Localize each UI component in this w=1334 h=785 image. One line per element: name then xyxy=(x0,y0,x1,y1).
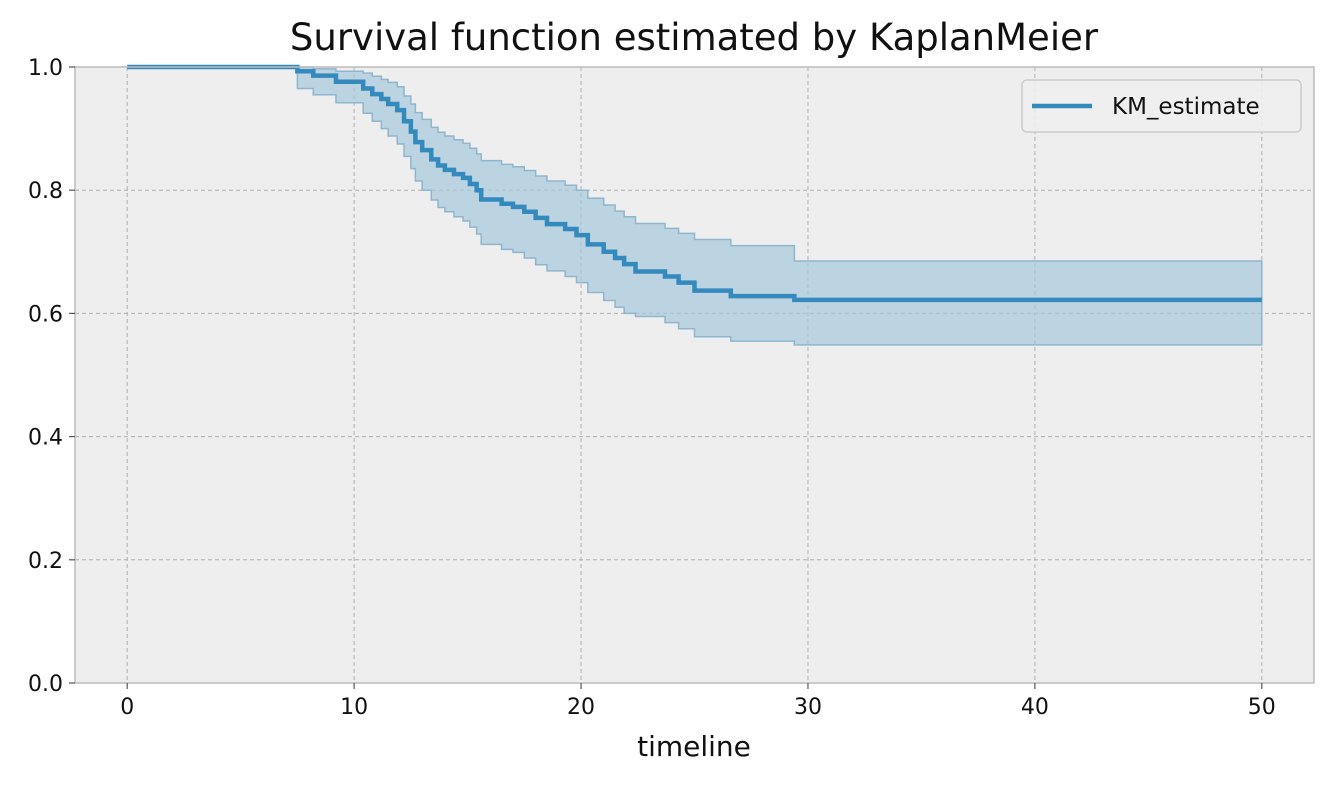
plot-area xyxy=(75,67,1314,683)
y-tick-label: 1.0 xyxy=(28,56,63,81)
y-tick-label: 0.4 xyxy=(28,426,63,451)
legend-label: KM_estimate xyxy=(1112,94,1260,120)
y-tick-label: 0.0 xyxy=(28,672,63,697)
chart-title: Survival function estimated by KaplanMei… xyxy=(290,16,1099,59)
y-tick-label: 0.8 xyxy=(28,179,63,204)
x-tick-label: 50 xyxy=(1248,695,1276,720)
x-axis: 0 10 20 30 40 50 xyxy=(120,683,1276,720)
legend-box xyxy=(1021,79,1302,133)
y-tick-label: 0.2 xyxy=(28,549,63,574)
confidence-band xyxy=(127,66,1263,346)
y-axis: 0.0 0.2 0.4 0.6 0.8 1.0 xyxy=(28,56,75,697)
plot-frame xyxy=(74,66,1315,684)
x-tick-label: 30 xyxy=(794,695,822,720)
km-estimate-line xyxy=(127,64,1262,303)
x-axis-label: timeline xyxy=(637,730,751,763)
x-tick-label: 20 xyxy=(567,695,595,720)
legend: KM_estimate xyxy=(1021,79,1302,133)
y-tick-label: 0.6 xyxy=(28,302,63,327)
x-tick-label: 10 xyxy=(340,695,368,720)
x-tick-label: 0 xyxy=(120,695,134,720)
x-tick-label: 40 xyxy=(1021,695,1049,720)
